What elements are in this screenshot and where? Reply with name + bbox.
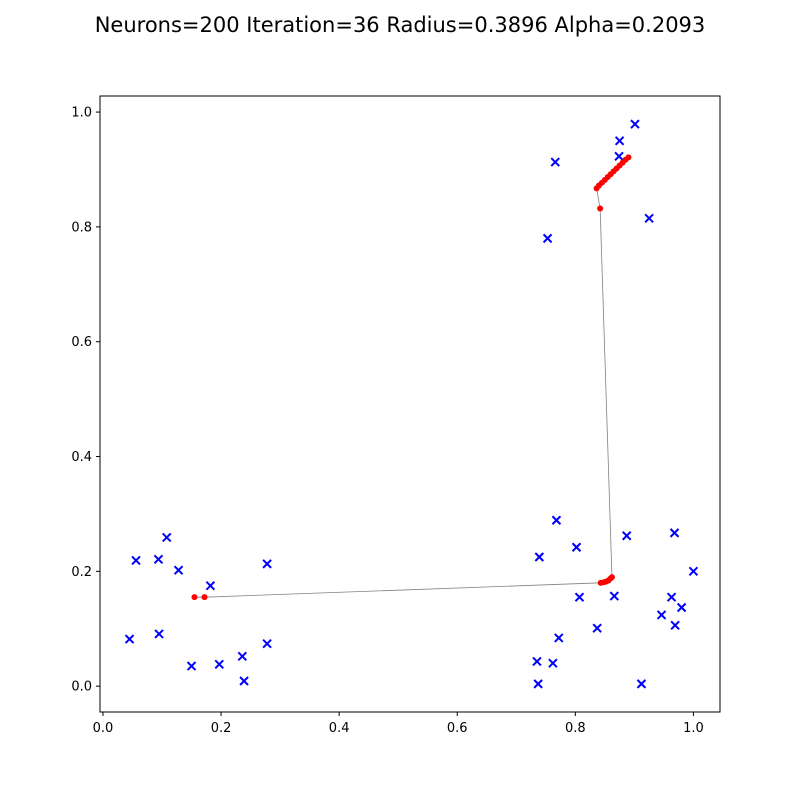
data-points-layer (124, 119, 699, 689)
data-point-x-marker (548, 658, 558, 668)
data-point-x-marker (614, 151, 624, 161)
data-point-x-marker (237, 651, 248, 662)
x-axis: 0.0 0.2 0.4 0.6 0.8 1.0 (93, 712, 704, 736)
data-point-x-marker (542, 233, 553, 244)
data-point-x-marker (574, 592, 585, 602)
data-point-x-marker (154, 629, 164, 639)
x-tick-label: 1.0 (683, 721, 704, 736)
data-point-x-marker (124, 634, 135, 644)
neuron-marker (201, 594, 208, 601)
plot-frame (99, 95, 721, 713)
y-tick-label: 0.8 (71, 220, 92, 235)
data-point-x-marker (262, 638, 272, 649)
chart-title: Neurons=200 Iteration=36 Radius=0.3896 A… (95, 13, 706, 37)
y-axis: 0.0 0.2 0.4 0.6 0.8 1.0 (71, 106, 100, 695)
x-tick-label: 0.8 (565, 721, 586, 736)
y-tick-label: 0.4 (71, 450, 92, 465)
neuron-markers-layer (191, 154, 632, 601)
data-point-x-marker (644, 213, 654, 223)
data-point-x-marker (609, 591, 620, 601)
data-point-x-marker (173, 565, 184, 575)
data-point-x-marker (592, 623, 602, 633)
data-point-x-marker (630, 119, 640, 129)
data-point-x-marker (205, 580, 216, 591)
y-tick-label: 0.2 (71, 565, 92, 580)
x-tick-label: 0.4 (329, 721, 350, 736)
neuron-marker (597, 205, 604, 212)
data-point-x-marker (571, 542, 582, 552)
y-tick-label: 0.0 (71, 680, 92, 695)
x-tick-label: 0.0 (93, 721, 114, 736)
y-tick-label: 0.6 (71, 335, 92, 350)
x-tick-label: 0.6 (447, 721, 468, 736)
neuron-marker (625, 154, 632, 161)
data-point-x-marker (666, 592, 677, 602)
data-point-x-marker (214, 659, 224, 670)
data-point-x-marker (554, 633, 564, 643)
data-point-x-marker (534, 552, 545, 562)
data-point-x-marker (153, 554, 164, 564)
data-point-x-marker (131, 555, 141, 566)
data-point-x-marker (688, 566, 699, 577)
data-point-x-marker (614, 136, 625, 146)
data-point-x-marker (551, 515, 562, 525)
data-point-x-marker (621, 531, 632, 541)
data-point-x-marker (533, 679, 543, 689)
y-tick-label: 1.0 (71, 106, 92, 121)
data-point-x-marker (239, 676, 249, 686)
data-point-x-marker (636, 679, 647, 689)
data-point-x-marker (532, 656, 542, 667)
plot-area (100, 96, 720, 712)
data-point-x-marker (162, 532, 172, 543)
data-point-x-marker (262, 559, 272, 569)
data-point-x-marker (550, 157, 560, 167)
data-point-x-marker (186, 661, 197, 671)
data-point-x-marker (656, 610, 667, 620)
neuron-marker (191, 594, 198, 601)
data-point-x-marker (676, 602, 687, 613)
data-point-x-marker (669, 528, 680, 538)
x-tick-label: 0.2 (211, 721, 232, 736)
neuron-marker (608, 574, 615, 581)
data-point-x-marker (670, 620, 680, 631)
